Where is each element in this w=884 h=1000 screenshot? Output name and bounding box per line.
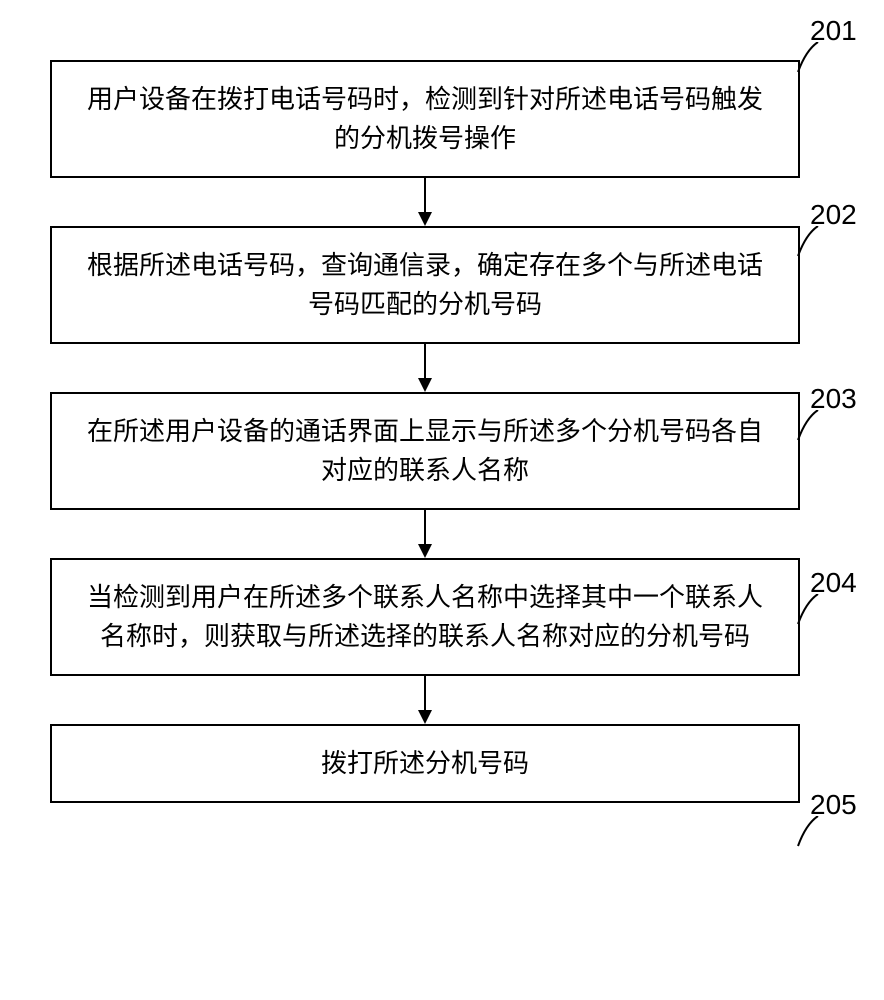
arrow-icon — [410, 510, 440, 558]
label-connector-icon — [790, 42, 820, 82]
arrow-connector — [50, 510, 800, 558]
arrow-connector — [50, 344, 800, 392]
flowchart-container: 用户设备在拨打电话号码时，检测到针对所述电话号码触发的分机拨号操作 根据所述电话… — [50, 60, 800, 803]
arrow-connector — [50, 178, 800, 226]
arrow-icon — [410, 178, 440, 226]
label-connector-icon — [790, 226, 820, 266]
step-box-204: 当检测到用户在所述多个联系人名称中选择其中一个联系人名称时，则获取与所述选择的联… — [50, 558, 800, 676]
step-text: 在所述用户设备的通话界面上显示与所述多个分机号码各自对应的联系人名称 — [87, 417, 763, 485]
step-box-205: 拨打所述分机号码 — [50, 724, 800, 803]
step-text: 当检测到用户在所述多个联系人名称中选择其中一个联系人名称时，则获取与所述选择的联… — [87, 583, 763, 651]
step-box-203: 在所述用户设备的通话界面上显示与所述多个分机号码各自对应的联系人名称 — [50, 392, 800, 510]
step-text: 拨打所述分机号码 — [321, 749, 529, 778]
step-box-201: 用户设备在拨打电话号码时，检测到针对所述电话号码触发的分机拨号操作 — [50, 60, 800, 178]
arrow-connector — [50, 676, 800, 724]
arrow-icon — [410, 676, 440, 724]
step-text: 用户设备在拨打电话号码时，检测到针对所述电话号码触发的分机拨号操作 — [87, 85, 763, 153]
step-box-202: 根据所述电话号码，查询通信录，确定存在多个与所述电话号码匹配的分机号码 — [50, 226, 800, 344]
label-connector-icon — [790, 816, 820, 856]
arrow-icon — [410, 344, 440, 392]
label-connector-icon — [790, 594, 820, 634]
step-text: 根据所述电话号码，查询通信录，确定存在多个与所述电话号码匹配的分机号码 — [87, 251, 763, 319]
label-connector-icon — [790, 410, 820, 450]
